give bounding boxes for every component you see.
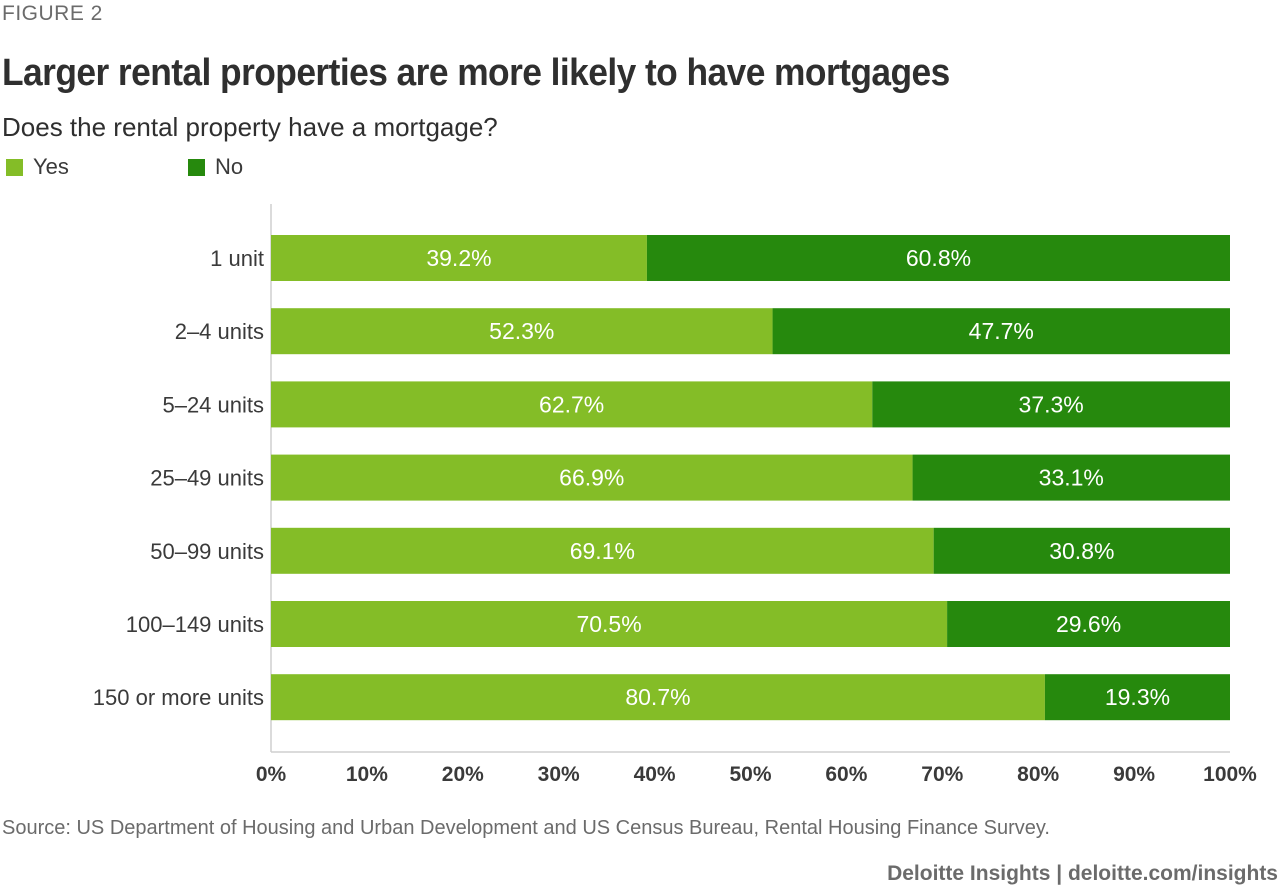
category-label: 150 or more units bbox=[93, 685, 264, 710]
bar-no bbox=[912, 454, 1230, 501]
data-label: 62.7% bbox=[539, 391, 604, 417]
data-label: 80.7% bbox=[625, 684, 690, 710]
x-tick-label: 30% bbox=[538, 763, 580, 786]
category-label: 50–99 units bbox=[150, 539, 264, 564]
x-tick-label: 80% bbox=[1017, 763, 1059, 786]
legend-label-yes: Yes bbox=[33, 154, 69, 179]
category-label: 100–149 units bbox=[126, 612, 264, 637]
data-label: 52.3% bbox=[489, 318, 554, 344]
category-label: 5–24 units bbox=[162, 392, 264, 417]
legend-swatch-no bbox=[188, 158, 205, 176]
legend-item-no: No bbox=[188, 154, 370, 180]
data-label: 33.1% bbox=[1039, 465, 1104, 491]
bar-yes bbox=[271, 381, 873, 428]
x-tick-label: 60% bbox=[825, 763, 867, 786]
data-label: 69.1% bbox=[570, 538, 635, 564]
bar-chart: 1 unit 39.2% 60.8% 2–4 units 52.3% 47.7% 5–24 … bbox=[93, 204, 1257, 786]
category-label: 25–49 units bbox=[150, 466, 264, 491]
bar-no bbox=[1044, 674, 1230, 721]
data-label: 47.7% bbox=[969, 318, 1034, 344]
data-label: 39.2% bbox=[426, 245, 491, 271]
legend-swatch-yes bbox=[6, 158, 23, 176]
x-tick-label: 70% bbox=[921, 763, 963, 786]
bar-no bbox=[872, 381, 1230, 428]
category-label: 1 unit bbox=[210, 246, 264, 271]
bar-no bbox=[933, 527, 1230, 574]
legend-label-no: No bbox=[215, 154, 244, 179]
x-tick-label: 90% bbox=[1113, 763, 1155, 786]
bar-yes bbox=[271, 308, 773, 355]
bar-yes bbox=[271, 601, 948, 647]
x-tick-label: 20% bbox=[442, 763, 484, 786]
bar-yes bbox=[271, 235, 647, 281]
x-tick-label: 40% bbox=[634, 763, 676, 786]
credit-line: Deloitte Insights | deloitte.com/insight… bbox=[887, 862, 1278, 885]
chart-title: Larger rental properties are more likely… bbox=[2, 52, 950, 94]
x-tick-label: 10% bbox=[346, 763, 388, 786]
x-tick-label: 0% bbox=[256, 763, 287, 786]
data-label: 30.8% bbox=[1049, 538, 1114, 564]
data-label: 37.3% bbox=[1019, 391, 1084, 417]
legend: Yes No bbox=[6, 154, 370, 180]
bar-yes bbox=[271, 454, 913, 501]
bar-no bbox=[646, 235, 1230, 281]
figure-label: FIGURE 2 bbox=[2, 2, 103, 25]
x-tick-label: 50% bbox=[729, 763, 771, 786]
data-label: 29.6% bbox=[1056, 611, 1121, 637]
data-label: 66.9% bbox=[559, 465, 624, 491]
category-label: 2–4 units bbox=[175, 319, 264, 344]
bar-no bbox=[772, 308, 1230, 355]
source-note: Source: US Department of Housing and Urb… bbox=[2, 817, 1050, 839]
data-label: 60.8% bbox=[906, 245, 971, 271]
bar-yes bbox=[271, 674, 1045, 721]
chart-subtitle: Does the rental property have a mortgage… bbox=[2, 112, 498, 142]
bar-no bbox=[947, 601, 1230, 647]
x-tick-label: 100% bbox=[1203, 763, 1257, 786]
data-label: 70.5% bbox=[576, 611, 641, 637]
data-label: 19.3% bbox=[1105, 684, 1170, 710]
legend-item-yes: Yes bbox=[6, 154, 188, 180]
bar-yes bbox=[271, 527, 934, 574]
